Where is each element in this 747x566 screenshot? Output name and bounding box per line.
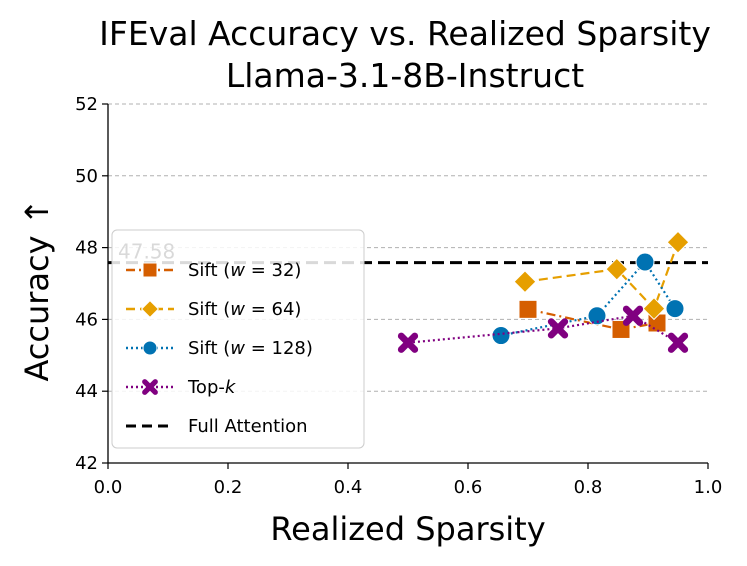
marker-stroke xyxy=(547,318,569,339)
legend-label-text: = 32) xyxy=(245,260,301,281)
data-point xyxy=(397,332,419,353)
legend-entry: Full Attention xyxy=(126,416,308,437)
series-top-k xyxy=(397,305,689,353)
legend-marker xyxy=(142,340,158,356)
series-layer xyxy=(397,230,690,353)
data-point xyxy=(635,252,655,272)
legend-label-text: = 64) xyxy=(245,299,301,320)
marker-stroke xyxy=(622,305,644,326)
series-sift-w-128 xyxy=(491,252,685,346)
legend: Sift (w = 32)Sift (w = 64)Sift (w = 128)… xyxy=(111,229,365,449)
x-tick-label: 1.0 xyxy=(694,477,723,498)
legend-label: Sift (w = 32) xyxy=(188,260,301,281)
legend-label: Top-k xyxy=(187,377,237,398)
data-point xyxy=(605,257,629,281)
marker-stroke xyxy=(142,379,158,395)
legend-label: Sift (w = 128) xyxy=(188,338,313,359)
data-point xyxy=(667,332,689,353)
legend-entry: Sift (w = 32) xyxy=(126,260,301,281)
legend-label-text: Sift ( xyxy=(188,338,230,359)
data-point xyxy=(491,326,511,346)
series-sift-w-64 xyxy=(513,230,690,321)
series-line xyxy=(524,241,680,311)
y-tick-label: 48 xyxy=(75,238,98,259)
legend-entry: Sift (w = 64) xyxy=(126,299,301,320)
y-tick-label: 46 xyxy=(75,309,98,330)
chart-subtitle: Llama-3.1-8B-Instruct xyxy=(226,56,584,95)
legend-label-text: Sift ( xyxy=(188,260,230,281)
legend-label-var: w xyxy=(230,299,245,320)
legend-marker xyxy=(142,262,158,278)
data-point xyxy=(622,305,644,326)
legend-label: Sift (w = 64) xyxy=(188,299,301,320)
data-point xyxy=(665,299,685,319)
x-axis-label: Realized Sparsity xyxy=(270,510,545,548)
data-point xyxy=(666,230,690,254)
y-tick-label: 52 xyxy=(75,94,98,115)
y-tick-label: 50 xyxy=(75,166,98,187)
legend-label-text: Top- xyxy=(187,377,225,398)
legend-marker xyxy=(142,379,158,395)
chart-title: IFEval Accuracy vs. Realized Sparsity xyxy=(99,14,711,53)
data-point xyxy=(518,299,538,319)
x-tick-label: 0.2 xyxy=(214,477,243,498)
axes-layer: 42 44 46 48 50 52 0.0 0.2 0.4 0.6 0.8 1.0 xyxy=(75,94,722,498)
legend-label-var: w xyxy=(230,338,245,359)
x-tick-label: 0.0 xyxy=(94,477,123,498)
series-line xyxy=(407,314,679,344)
legend-label-text: Sift ( xyxy=(188,299,230,320)
legend-label-var: k xyxy=(225,377,237,398)
legend-entry: Sift (w = 128) xyxy=(126,338,313,359)
legend-label-var: w xyxy=(230,260,245,281)
legend-label: Full Attention xyxy=(188,416,308,437)
legend-label-text: Full Attention xyxy=(188,416,308,437)
data-point xyxy=(513,270,537,294)
x-tick-label: 0.8 xyxy=(574,477,603,498)
legend-box xyxy=(111,229,365,449)
marker-stroke xyxy=(397,332,419,353)
data-point xyxy=(642,297,666,321)
marker-stroke xyxy=(667,332,689,353)
legend-marker xyxy=(140,299,160,319)
data-point xyxy=(547,318,569,339)
y-axis-label: Accuracy ↑ xyxy=(18,198,56,381)
legend-entry: Top-k xyxy=(126,377,237,398)
data-point xyxy=(587,306,607,326)
x-tick-label: 0.6 xyxy=(454,477,483,498)
y-tick-label: 42 xyxy=(75,453,98,474)
y-tick-label: 44 xyxy=(75,381,98,402)
x-tick-label: 0.4 xyxy=(334,477,363,498)
legend-label-text: = 128) xyxy=(245,338,313,359)
